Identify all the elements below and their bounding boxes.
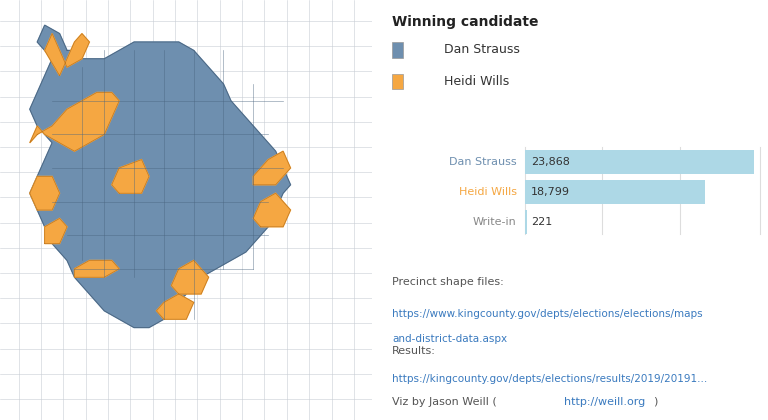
Text: https://kingcounty.gov/depts/elections/results/2019/20191...: https://kingcounty.gov/depts/elections/r… — [392, 374, 707, 384]
Text: Dan Strauss: Dan Strauss — [444, 44, 519, 56]
Polygon shape — [253, 193, 290, 227]
Polygon shape — [30, 176, 60, 210]
Polygon shape — [30, 25, 290, 328]
Text: Heidi Wills: Heidi Wills — [444, 75, 509, 88]
Text: http://weill.org: http://weill.org — [564, 397, 646, 407]
Polygon shape — [45, 34, 89, 76]
Text: 221: 221 — [531, 217, 552, 227]
Text: Precinct shape files:: Precinct shape files: — [392, 277, 504, 287]
Text: Heidi Wills: Heidi Wills — [458, 187, 517, 197]
Polygon shape — [157, 294, 194, 319]
Polygon shape — [171, 260, 209, 294]
Text: Dan Strauss: Dan Strauss — [449, 157, 517, 167]
Polygon shape — [74, 260, 119, 277]
Polygon shape — [112, 160, 149, 193]
Polygon shape — [45, 218, 67, 244]
FancyBboxPatch shape — [525, 150, 754, 174]
Text: Viz by Jason Weill (: Viz by Jason Weill ( — [392, 397, 497, 407]
Text: and-district-data.aspx: and-district-data.aspx — [392, 334, 508, 344]
Polygon shape — [30, 92, 119, 151]
Text: 18,799: 18,799 — [531, 187, 570, 197]
Polygon shape — [253, 151, 290, 185]
FancyBboxPatch shape — [525, 180, 705, 204]
Text: Write-in: Write-in — [473, 217, 517, 227]
Text: 23,868: 23,868 — [531, 157, 570, 167]
Text: ): ) — [654, 397, 657, 407]
FancyBboxPatch shape — [525, 210, 527, 234]
Text: Winning candidate: Winning candidate — [392, 15, 539, 29]
FancyBboxPatch shape — [392, 74, 402, 89]
Text: https://www.kingcounty.gov/depts/elections/elections/maps: https://www.kingcounty.gov/depts/electio… — [392, 309, 703, 319]
Text: Results:: Results: — [392, 346, 436, 357]
FancyBboxPatch shape — [392, 42, 402, 58]
